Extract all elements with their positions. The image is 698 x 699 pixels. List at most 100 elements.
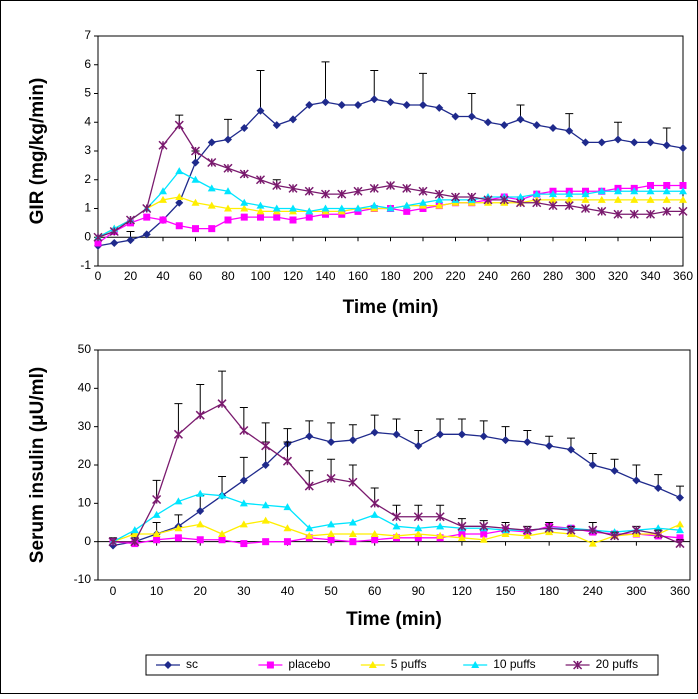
marker (217, 399, 227, 409)
marker (479, 535, 488, 543)
x-tick-label: 300 (626, 584, 646, 598)
marker (467, 112, 476, 121)
marker (304, 186, 314, 196)
x-tick-label: 80 (221, 269, 235, 283)
x-tick-label: 30 (237, 584, 251, 598)
x-tick-label: 240 (583, 584, 603, 598)
marker (239, 169, 249, 179)
marker (370, 510, 379, 518)
x-tick-label: 120 (283, 269, 303, 283)
marker (676, 520, 684, 528)
marker (597, 206, 607, 216)
marker (419, 198, 427, 206)
marker (549, 190, 557, 198)
marker (629, 209, 639, 219)
marker (152, 494, 162, 505)
marker (289, 216, 297, 224)
x-tick-label: 120 (452, 584, 472, 598)
marker (597, 187, 606, 195)
marker (597, 195, 606, 203)
marker (548, 201, 558, 211)
y-axis-title: Serum insulin (μU/ml) (27, 367, 48, 563)
error-bar (419, 72, 427, 105)
marker (392, 430, 401, 439)
marker (337, 204, 346, 212)
marker (630, 187, 639, 195)
x-tick-label: 100 (250, 269, 270, 283)
marker (283, 503, 292, 511)
marker (175, 167, 184, 175)
marker (662, 206, 672, 216)
x-tick-label: 0 (95, 269, 102, 283)
marker (402, 101, 411, 109)
x-tick-label: 20 (194, 584, 208, 598)
y-tick-label: 40 (78, 381, 92, 395)
marker (479, 521, 489, 531)
marker (414, 524, 423, 532)
marker (261, 461, 270, 469)
marker (223, 163, 233, 173)
marker (581, 190, 590, 198)
marker (467, 192, 477, 202)
marker (305, 213, 313, 221)
x-tick-label: 260 (510, 269, 530, 283)
marker (196, 520, 205, 528)
marker (631, 525, 641, 535)
marker (580, 203, 591, 214)
marker (413, 512, 423, 522)
x-tick-label: 60 (368, 584, 382, 598)
marker (610, 466, 619, 475)
marker (545, 441, 554, 450)
marker (436, 531, 445, 539)
marker (240, 540, 248, 548)
marker (327, 438, 336, 446)
x-tick-label: 240 (478, 269, 498, 283)
marker (630, 138, 639, 147)
marker (435, 195, 444, 203)
marker (610, 531, 620, 541)
marker (174, 524, 183, 532)
marker (327, 520, 336, 528)
marker (224, 135, 232, 144)
marker (196, 489, 205, 497)
x-tick-label: 0 (110, 584, 117, 598)
marker (679, 182, 687, 189)
marker (262, 538, 270, 546)
marker (484, 118, 492, 127)
error-bar (174, 403, 183, 435)
marker (196, 536, 204, 544)
marker (645, 209, 656, 219)
y-tick-label: 0 (84, 534, 91, 548)
marker (402, 183, 412, 193)
marker (391, 512, 402, 522)
marker (240, 204, 249, 212)
marker (676, 526, 684, 534)
marker (385, 180, 396, 191)
marker (516, 193, 525, 200)
marker (654, 484, 663, 492)
marker (371, 536, 379, 544)
marker (272, 121, 281, 130)
marker (175, 193, 184, 200)
marker (337, 101, 346, 109)
marker (326, 473, 336, 483)
marker (646, 138, 655, 147)
marker (207, 138, 216, 147)
marker (337, 189, 347, 199)
x-tick-label: 320 (608, 269, 628, 283)
marker (597, 138, 606, 147)
marker (130, 530, 139, 537)
marker (153, 536, 161, 544)
marker (549, 195, 557, 203)
marker (239, 499, 248, 507)
marker (436, 430, 445, 439)
x-tick-label: 160 (348, 269, 368, 283)
marker (676, 493, 684, 502)
marker (261, 501, 270, 509)
marker (500, 121, 509, 130)
marker (483, 195, 493, 205)
marker (273, 213, 281, 221)
marker (173, 429, 183, 439)
marker (207, 201, 216, 209)
marker (523, 438, 532, 446)
